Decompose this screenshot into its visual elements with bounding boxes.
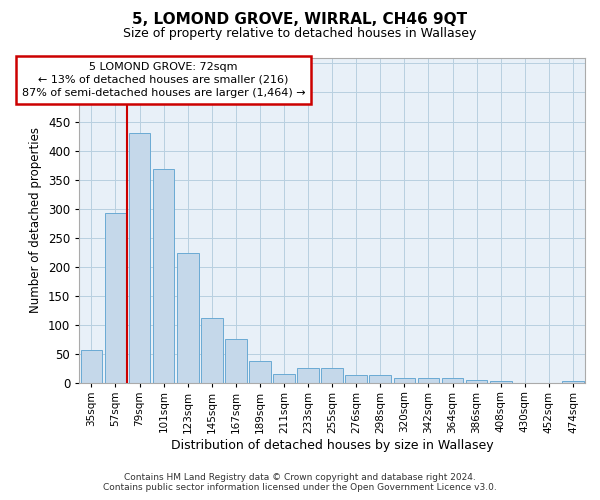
Bar [80, 350, 102, 384]
Bar [322, 368, 343, 384]
Bar [418, 378, 439, 384]
Text: 5, LOMOND GROVE, WIRRAL, CH46 9QT: 5, LOMOND GROVE, WIRRAL, CH46 9QT [133, 12, 467, 28]
Bar [297, 368, 319, 384]
Bar [370, 375, 391, 384]
Bar [201, 318, 223, 384]
Bar [442, 378, 463, 384]
Bar [128, 133, 151, 384]
Bar [104, 213, 126, 384]
Bar [562, 380, 584, 384]
Bar [466, 380, 487, 384]
Text: 5 LOMOND GROVE: 72sqm
← 13% of detached houses are smaller (216)
87% of semi-det: 5 LOMOND GROVE: 72sqm ← 13% of detached … [22, 62, 305, 98]
Bar [177, 252, 199, 384]
Bar [273, 374, 295, 384]
Bar [346, 375, 367, 384]
Text: Contains HM Land Registry data © Crown copyright and database right 2024.
Contai: Contains HM Land Registry data © Crown c… [103, 473, 497, 492]
Bar [225, 339, 247, 384]
Bar [249, 362, 271, 384]
Bar [394, 378, 415, 384]
X-axis label: Distribution of detached houses by size in Wallasey: Distribution of detached houses by size … [171, 440, 493, 452]
Bar [490, 381, 512, 384]
Bar [153, 170, 175, 384]
Y-axis label: Number of detached properties: Number of detached properties [29, 128, 43, 314]
Text: Size of property relative to detached houses in Wallasey: Size of property relative to detached ho… [124, 28, 476, 40]
